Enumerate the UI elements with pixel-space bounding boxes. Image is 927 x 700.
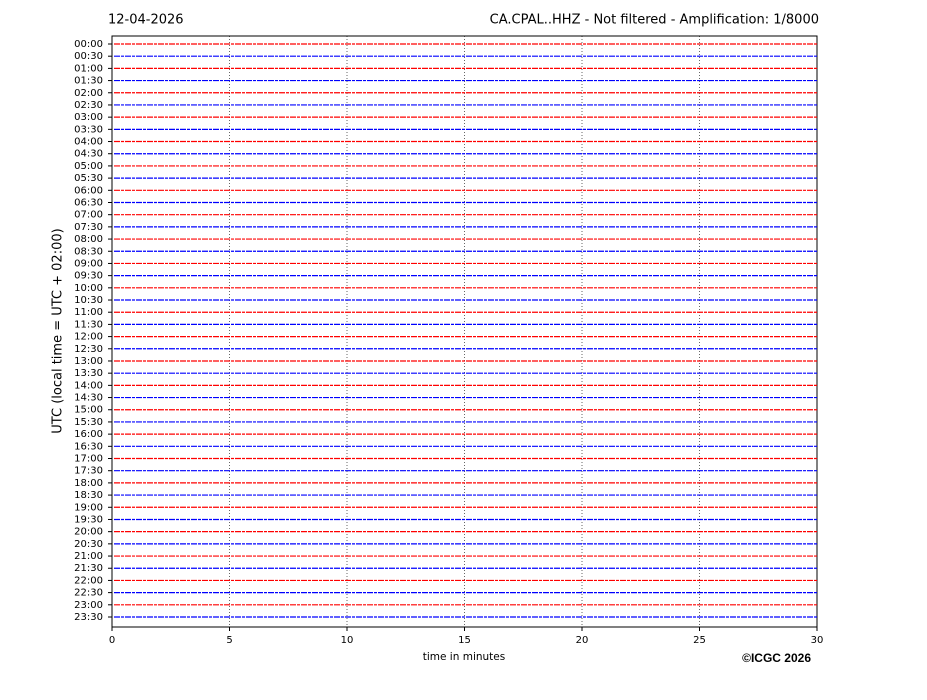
y-tick-label: 23:30 [74,612,103,623]
x-tick-label: 10 [341,635,354,646]
y-tick-label: 02:00 [74,88,103,99]
plot-frame [111,35,818,628]
y-tick-label: 04:30 [74,149,103,160]
y-tick-label: 15:00 [74,405,103,416]
x-tick-label: 25 [693,635,706,646]
x-tick-label: 20 [576,635,589,646]
chart-title: CA.CPAL..HHZ - Not filtered - Amplificat… [490,13,819,28]
y-tick-label: 11:30 [74,319,103,330]
y-tick-label: 00:30 [74,51,103,62]
y-tick-label: 08:30 [74,246,103,257]
x-axis-label: time in minutes [423,651,505,663]
y-tick-label: 16:30 [74,441,103,452]
y-tick-label: 06:30 [74,197,103,208]
y-tick-label: 13:30 [74,368,103,379]
y-tick-label: 02:30 [74,100,103,111]
y-tick-label: 08:00 [74,234,103,245]
y-tick-label: 17:30 [74,466,103,477]
y-tick-label: 20:00 [74,527,103,538]
y-tick-label: 06:00 [74,185,103,196]
y-tick-label: 03:00 [74,112,103,123]
y-tick-label: 22:00 [74,575,103,586]
y-tick-label: 16:00 [74,429,103,440]
y-tick-label: 11:00 [74,307,103,318]
y-axis-label: UTC (local time = UTC + 02:00) [51,228,66,433]
y-tick-label: 18:30 [74,490,103,501]
y-tick-label: 07:30 [74,222,103,233]
y-tick-label: 10:00 [74,283,103,294]
x-tick-label: 15 [458,635,471,646]
y-tick-label: 19:00 [74,502,103,513]
date: 12-04-2026 [108,13,184,28]
x-tick-label: 5 [226,635,232,646]
y-tick-label: 04:00 [74,137,103,148]
y-tick-label: 13:00 [74,356,103,367]
y-tick-label: 21:30 [74,563,103,574]
y-tick-label: 01:00 [74,63,103,74]
x-tick-label: 30 [811,635,824,646]
y-tick-label: 07:00 [74,210,103,221]
y-tick-label: 14:00 [74,380,103,391]
y-tick-label: 09:00 [74,258,103,269]
x-tick-label: 0 [109,635,115,646]
copyright: ©ICGC 2026 [742,651,811,665]
y-tick-label: 21:00 [74,551,103,562]
y-tick-label: 05:30 [74,173,103,184]
y-tick-label: 22:30 [74,588,103,599]
y-tick-label: 20:30 [74,539,103,550]
y-tick-label: 10:30 [74,295,103,306]
y-tick-label: 03:30 [74,124,103,135]
y-tick-label: 05:00 [74,161,103,172]
y-tick-label: 19:30 [74,514,103,525]
y-tick-label: 12:30 [74,344,103,355]
y-tick-label: 00:00 [74,39,103,50]
y-tick-label: 18:00 [74,478,103,489]
y-tick-label: 09:30 [74,271,103,282]
y-tick-label: 01:30 [74,76,103,87]
y-tick-label: 14:30 [74,393,103,404]
y-tick-label: 17:00 [74,454,103,465]
y-tick-label: 15:30 [74,417,103,428]
y-tick-label: 12:00 [74,332,103,343]
y-tick-label: 23:00 [74,600,103,611]
